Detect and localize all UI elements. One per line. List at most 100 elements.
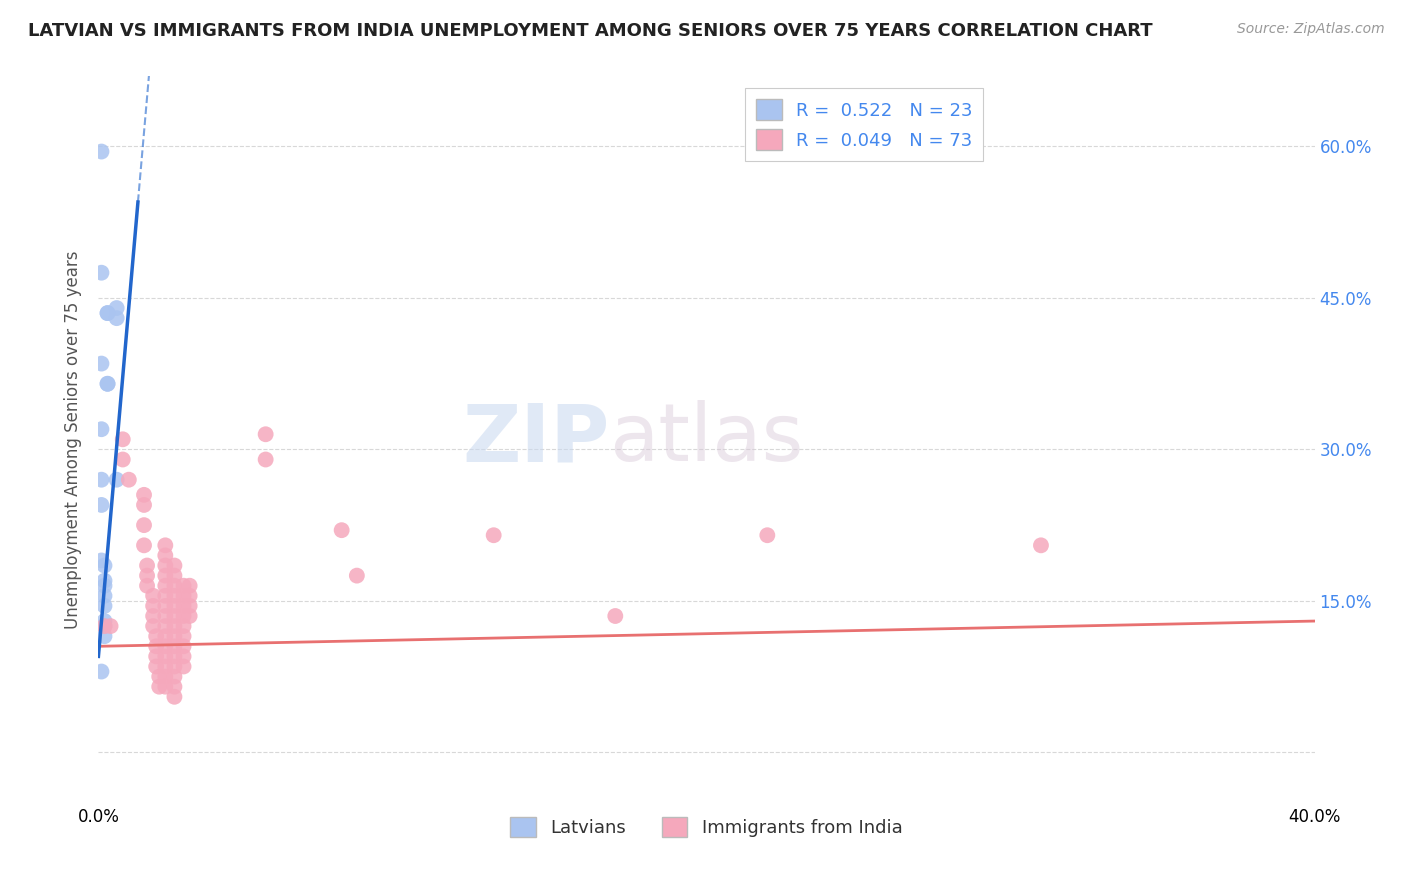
Point xyxy=(145,649,167,664)
Point xyxy=(155,579,177,593)
Point xyxy=(136,568,159,582)
Legend: Latvians, Immigrants from India: Latvians, Immigrants from India xyxy=(503,809,910,845)
Point xyxy=(173,579,195,593)
Point xyxy=(163,670,186,684)
Point xyxy=(155,629,177,643)
Text: atlas: atlas xyxy=(609,401,804,478)
Point xyxy=(155,589,177,603)
Point xyxy=(173,640,195,654)
Point xyxy=(155,599,177,613)
Point xyxy=(163,589,186,603)
Point xyxy=(173,629,195,643)
Point xyxy=(173,589,195,603)
Point xyxy=(93,558,115,573)
Point xyxy=(93,599,115,613)
Point xyxy=(163,649,186,664)
Point xyxy=(93,574,115,588)
Point xyxy=(145,640,167,654)
Point xyxy=(173,659,195,673)
Point xyxy=(155,680,177,694)
Text: Source: ZipAtlas.com: Source: ZipAtlas.com xyxy=(1237,22,1385,37)
Point xyxy=(118,473,141,487)
Point xyxy=(155,609,177,624)
Point xyxy=(179,599,201,613)
Point xyxy=(96,306,118,320)
Point xyxy=(96,306,118,320)
Point xyxy=(346,568,368,582)
Point xyxy=(96,376,118,391)
Point xyxy=(163,680,186,694)
Point xyxy=(163,599,186,613)
Point xyxy=(148,680,170,694)
Point xyxy=(179,589,201,603)
Point xyxy=(132,538,155,552)
Point xyxy=(179,579,201,593)
Point xyxy=(142,599,165,613)
Point xyxy=(142,609,165,624)
Point xyxy=(1029,538,1052,552)
Point xyxy=(90,357,112,371)
Point xyxy=(254,452,277,467)
Point xyxy=(148,670,170,684)
Point xyxy=(145,659,167,673)
Point xyxy=(163,690,186,704)
Point xyxy=(173,649,195,664)
Point xyxy=(136,558,159,573)
Point xyxy=(90,266,112,280)
Point xyxy=(155,538,177,552)
Point xyxy=(111,452,134,467)
Point xyxy=(173,619,195,633)
Point xyxy=(93,619,115,633)
Point xyxy=(155,549,177,563)
Point xyxy=(100,619,122,633)
Point xyxy=(163,640,186,654)
Text: LATVIAN VS IMMIGRANTS FROM INDIA UNEMPLOYMENT AMONG SENIORS OVER 75 YEARS CORREL: LATVIAN VS IMMIGRANTS FROM INDIA UNEMPLO… xyxy=(28,22,1153,40)
Point xyxy=(605,609,627,624)
Point xyxy=(90,145,112,159)
Point xyxy=(105,301,128,315)
Point xyxy=(105,311,128,326)
Point xyxy=(132,488,155,502)
Point xyxy=(163,609,186,624)
Point xyxy=(163,659,186,673)
Point xyxy=(90,422,112,436)
Point xyxy=(142,589,165,603)
Point xyxy=(155,649,177,664)
Point xyxy=(254,427,277,442)
Point xyxy=(132,498,155,512)
Point xyxy=(93,589,115,603)
Point xyxy=(90,473,112,487)
Point xyxy=(93,579,115,593)
Point xyxy=(330,523,353,537)
Point xyxy=(163,629,186,643)
Point xyxy=(482,528,505,542)
Point xyxy=(90,665,112,679)
Point xyxy=(93,614,115,628)
Point xyxy=(111,433,134,447)
Point xyxy=(756,528,779,542)
Point xyxy=(145,629,167,643)
Point xyxy=(136,579,159,593)
Point xyxy=(90,498,112,512)
Point xyxy=(142,619,165,633)
Point xyxy=(105,473,128,487)
Point xyxy=(155,568,177,582)
Point xyxy=(96,376,118,391)
Point xyxy=(155,558,177,573)
Text: ZIP: ZIP xyxy=(463,401,609,478)
Point xyxy=(163,619,186,633)
Point xyxy=(93,619,115,633)
Point xyxy=(93,629,115,643)
Y-axis label: Unemployment Among Seniors over 75 years: Unemployment Among Seniors over 75 years xyxy=(65,250,83,629)
Point xyxy=(163,579,186,593)
Point xyxy=(163,558,186,573)
Point xyxy=(90,553,112,567)
Point xyxy=(179,609,201,624)
Point xyxy=(173,609,195,624)
Point xyxy=(155,659,177,673)
Point xyxy=(155,640,177,654)
Point xyxy=(155,619,177,633)
Point xyxy=(155,670,177,684)
Point xyxy=(132,518,155,533)
Point xyxy=(173,599,195,613)
